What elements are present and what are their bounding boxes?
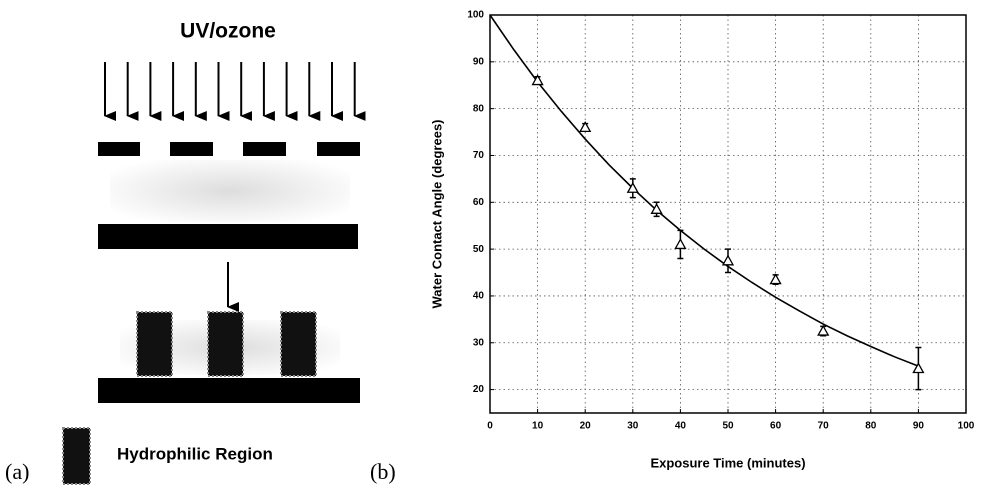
x-tick-label: 40 <box>675 421 687 432</box>
chart: Exposure Time (minutes) Water Contact An… <box>429 10 974 471</box>
y-tick-label: 60 <box>473 197 485 208</box>
substrate <box>98 378 360 403</box>
diagram: UV/ozone Hydrophilic Region (a) (b) <box>5 20 396 485</box>
x-tick-label: 10 <box>532 421 544 432</box>
data-point <box>531 74 544 86</box>
y-tick-label: 90 <box>473 56 485 67</box>
panel-label: (b) <box>370 459 396 484</box>
y-tick-label: 100 <box>467 10 484 21</box>
hydrophilic-region <box>136 311 173 377</box>
substrate <box>98 224 358 249</box>
y-tick-label: 40 <box>473 291 485 302</box>
pillars <box>136 311 317 377</box>
data-point <box>912 362 925 374</box>
x-tick-label: 30 <box>627 421 639 432</box>
panel-label: (a) <box>5 459 29 484</box>
x-tick-label: 50 <box>722 421 734 432</box>
y-tick-label: 50 <box>473 244 485 255</box>
x-tick-label: 20 <box>580 421 592 432</box>
plot-frame <box>489 14 967 414</box>
y-axis-title: Water Contact Angle (degrees) <box>429 119 444 308</box>
legend-swatch <box>62 427 91 485</box>
x-axis-title: Exposure Time (minutes) <box>650 455 805 470</box>
hydrophilic-region <box>280 311 317 377</box>
legend-label: Hydrophilic Region <box>117 444 273 463</box>
mask-bar <box>317 142 360 156</box>
mask-bar <box>243 142 286 156</box>
x-tick-label: 70 <box>818 421 830 432</box>
mask-bar <box>170 142 213 156</box>
x-tick-label: 100 <box>958 421 975 432</box>
x-tick-label: 60 <box>770 421 782 432</box>
data-point <box>817 324 830 336</box>
y-tick-label: 80 <box>473 103 485 114</box>
y-tick-label: 30 <box>473 337 485 348</box>
fit-curve <box>489 14 919 367</box>
y-tick-label: 70 <box>473 150 485 161</box>
haze <box>110 160 350 222</box>
data-point <box>721 254 735 266</box>
data-point <box>650 202 663 214</box>
uv-arrows <box>104 62 366 121</box>
data-point <box>674 238 687 250</box>
mask-bar <box>98 142 140 156</box>
y-tick-label: 20 <box>473 384 485 395</box>
diagram-title: UV/ozone <box>180 20 276 43</box>
x-tick-label: 90 <box>913 421 925 432</box>
x-tick-label: 80 <box>865 421 877 432</box>
x-tick-label: 0 <box>487 421 493 432</box>
data-point <box>579 121 592 133</box>
hydrophilic-region <box>207 311 244 377</box>
mask <box>98 142 360 156</box>
data-point <box>769 273 782 285</box>
data-point <box>626 181 639 193</box>
